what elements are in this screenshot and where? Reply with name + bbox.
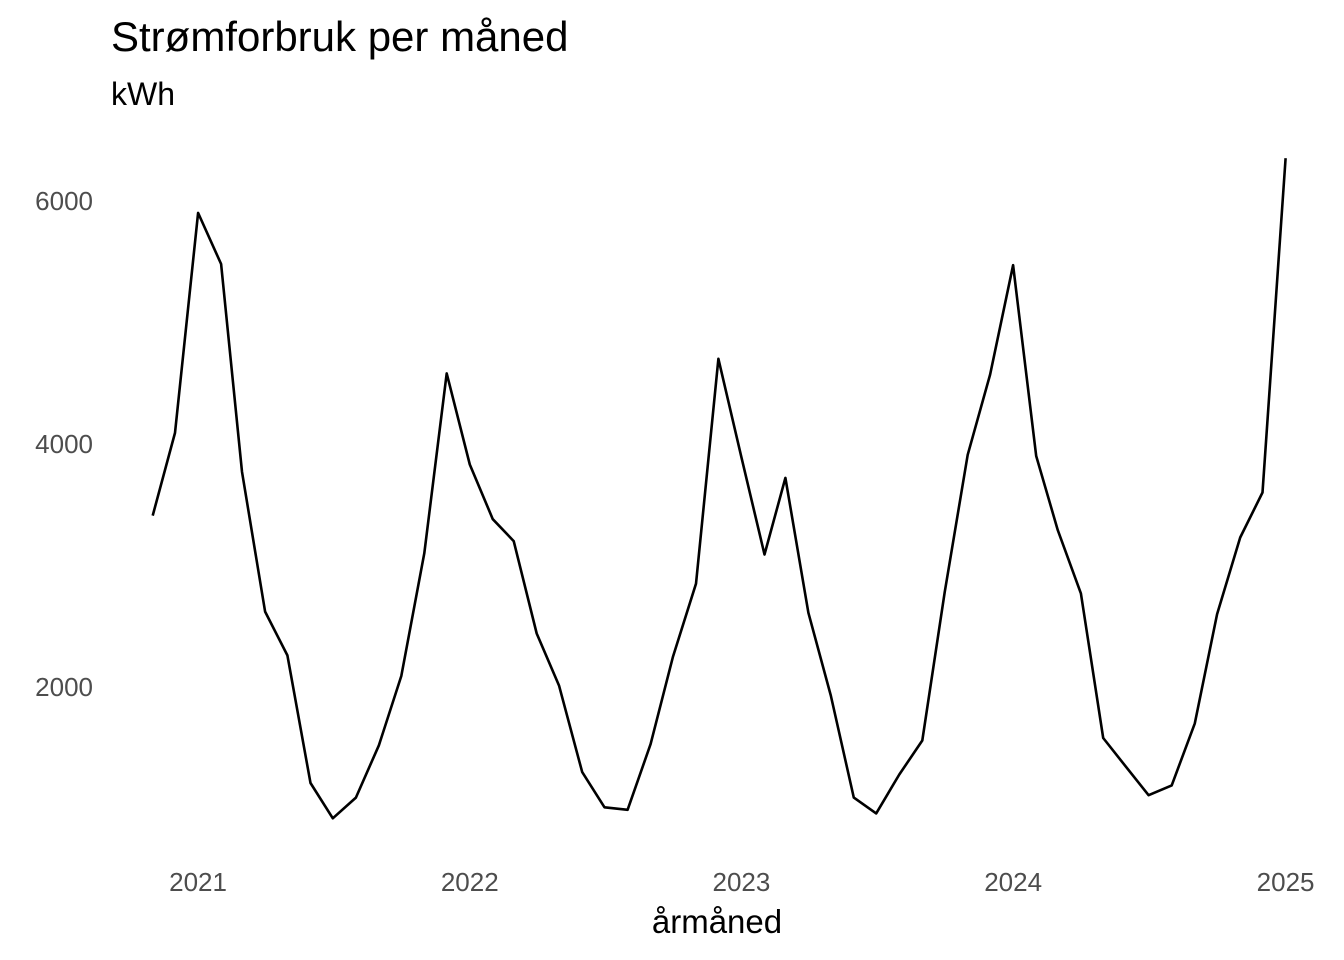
x-axis-tick-labels: 2021 2022 2023 2024 2025 [169,867,1314,897]
x-tick-label: 2022 [441,867,499,897]
series-group [151,158,1287,820]
chart-title: Strømforbruk per måned [111,13,569,60]
y-axis-tick-labels: 2000 4000 6000 [35,186,93,702]
series-line [151,158,1287,820]
y-tick-label: 2000 [35,672,93,702]
y-tick-label: 6000 [35,186,93,216]
chart-subtitle: kWh [111,76,175,112]
x-tick-label: 2021 [169,867,227,897]
x-tick-label: 2024 [984,867,1042,897]
y-tick-label: 4000 [35,429,93,459]
x-tick-label: 2025 [1257,867,1315,897]
x-tick-label: 2023 [713,867,771,897]
x-axis-title: årmåned [652,903,782,940]
